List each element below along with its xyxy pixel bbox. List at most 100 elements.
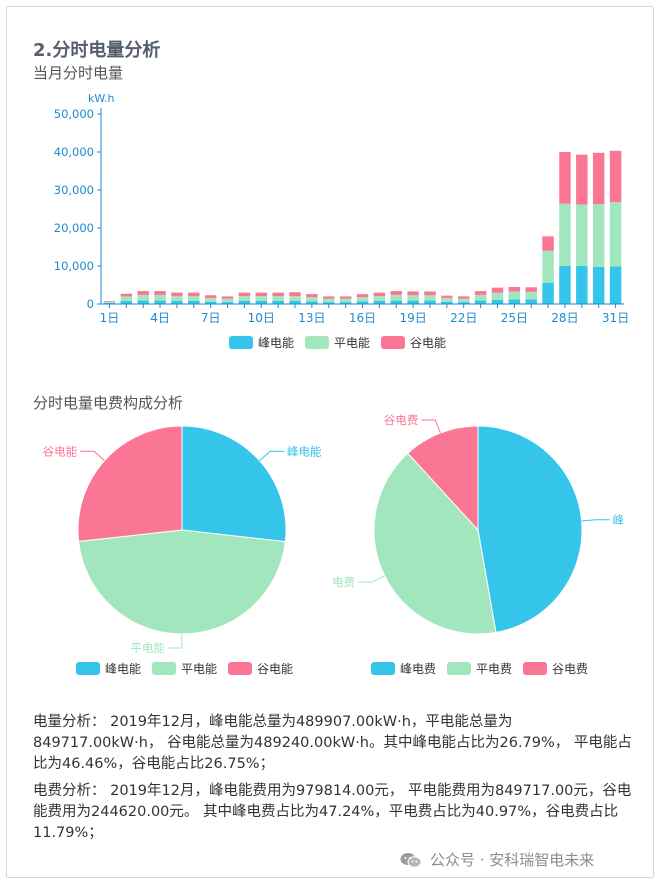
legend-item[interactable]: 峰电能 — [76, 660, 141, 677]
bar-segment[interactable] — [491, 287, 504, 293]
bar-segment[interactable] — [272, 292, 284, 297]
bar-segment[interactable] — [103, 302, 116, 304]
bar-segment[interactable] — [542, 236, 554, 251]
bar-segment[interactable] — [103, 300, 116, 302]
pie-slice[interactable] — [477, 425, 583, 634]
bar-segment[interactable] — [306, 294, 318, 298]
bar-segment[interactable] — [508, 291, 521, 300]
bar-segment[interactable] — [137, 294, 149, 301]
bar-segment[interactable] — [373, 296, 386, 301]
bar-segment[interactable] — [491, 299, 504, 304]
legend-item[interactable]: 谷电费 — [523, 660, 588, 677]
bar-segment[interactable] — [120, 293, 133, 297]
bar-segment[interactable] — [576, 204, 588, 266]
bar-segment[interactable] — [407, 295, 419, 301]
bar-segment[interactable] — [542, 250, 554, 283]
bar-segment[interactable] — [255, 296, 268, 301]
bar-segment[interactable] — [390, 300, 402, 304]
bar-segment[interactable] — [137, 291, 149, 295]
bar-segment[interactable] — [221, 302, 234, 304]
bar-segment[interactable] — [373, 292, 386, 297]
bar-segment[interactable] — [407, 291, 419, 296]
bar-segment[interactable] — [424, 295, 436, 301]
bar-segment[interactable] — [592, 266, 605, 304]
bar-segment[interactable] — [272, 296, 284, 301]
bar-segment[interactable] — [255, 300, 268, 304]
legend-item[interactable]: 平电费 — [447, 660, 512, 677]
bar-segment[interactable] — [609, 150, 622, 203]
bar-segment[interactable] — [356, 301, 369, 304]
bar-segment[interactable] — [609, 266, 622, 304]
bar-segment[interactable] — [474, 300, 487, 304]
bar-segment[interactable] — [221, 296, 234, 299]
legend-item[interactable]: 平电能 — [152, 660, 217, 677]
bar-segment[interactable] — [609, 202, 622, 267]
bar-segment[interactable] — [188, 292, 200, 297]
bar-segment[interactable] — [238, 300, 251, 304]
pie-slice[interactable] — [407, 425, 479, 532]
pie-slice[interactable] — [78, 529, 286, 635]
bar-segment[interactable] — [272, 300, 284, 304]
bar-segment[interactable] — [171, 292, 183, 297]
bar-segment[interactable] — [525, 299, 537, 304]
bar-segment[interactable] — [154, 300, 166, 304]
bar-segment[interactable] — [204, 295, 217, 298]
bar-segment[interactable] — [188, 300, 200, 304]
bar-segment[interactable] — [238, 296, 251, 301]
bar-segment[interactable] — [508, 299, 521, 304]
bar-segment[interactable] — [356, 294, 369, 298]
bar-segment[interactable] — [171, 300, 183, 304]
bar-segment[interactable] — [457, 296, 470, 299]
pie-slice[interactable] — [373, 452, 497, 635]
bar-segment[interactable] — [120, 296, 133, 301]
bar-segment[interactable] — [323, 298, 335, 303]
bar-segment[interactable] — [323, 302, 335, 304]
bar-segment[interactable] — [390, 291, 402, 295]
bar-segment[interactable] — [120, 300, 133, 304]
bar-segment[interactable] — [441, 297, 453, 302]
bar-segment[interactable] — [424, 291, 436, 296]
bar-segment[interactable] — [204, 301, 217, 304]
bar-segment[interactable] — [137, 300, 149, 304]
bar-segment[interactable] — [542, 282, 554, 304]
bar-segment[interactable] — [525, 287, 537, 292]
bar-segment[interactable] — [559, 203, 571, 266]
bar-segment[interactable] — [508, 286, 521, 292]
bar-segment[interactable] — [255, 292, 268, 297]
bar-segment[interactable] — [474, 291, 487, 295]
bar-segment[interactable] — [221, 298, 234, 303]
bar-segment[interactable] — [289, 292, 301, 297]
bar-segment[interactable] — [390, 294, 402, 301]
legend-item[interactable]: 谷电能 — [381, 334, 446, 351]
bar-segment[interactable] — [525, 291, 537, 300]
pie-slice[interactable] — [77, 425, 183, 542]
bar-segment[interactable] — [356, 297, 369, 302]
bar-segment[interactable] — [424, 300, 436, 304]
pie2-legend[interactable]: 峰电费 平电费 谷电费 — [371, 660, 599, 677]
bar-segment[interactable] — [441, 301, 453, 304]
bar-segment[interactable] — [407, 300, 419, 304]
legend-item[interactable]: 峰电费 — [371, 660, 436, 677]
bar-segment[interactable] — [188, 296, 200, 301]
bar-segment[interactable] — [457, 302, 470, 304]
bar-segment[interactable] — [306, 301, 318, 304]
bar-segment[interactable] — [323, 296, 335, 299]
bar-segment[interactable] — [491, 292, 504, 300]
bar-segment[interactable] — [289, 296, 301, 301]
bar-segment[interactable] — [154, 294, 166, 301]
legend-item[interactable]: 谷电能 — [228, 660, 293, 677]
bar-segment[interactable] — [592, 204, 605, 267]
bar-segment[interactable] — [154, 291, 166, 295]
bar-segment[interactable] — [592, 152, 605, 205]
bar-segment[interactable] — [339, 296, 352, 299]
legend-item[interactable]: 平电能 — [305, 334, 370, 351]
bar-segment[interactable] — [306, 297, 318, 302]
pie1-legend[interactable]: 峰电能 平电能 谷电能 — [76, 660, 304, 677]
legend-item[interactable]: 峰电能 — [229, 334, 294, 351]
bar-segment[interactable] — [559, 152, 571, 204]
pie-slice[interactable] — [181, 425, 287, 543]
bar-segment[interactable] — [576, 266, 588, 304]
bar-segment[interactable] — [576, 154, 588, 205]
bar-segment[interactable] — [339, 298, 352, 303]
bar-segment[interactable] — [559, 266, 571, 304]
